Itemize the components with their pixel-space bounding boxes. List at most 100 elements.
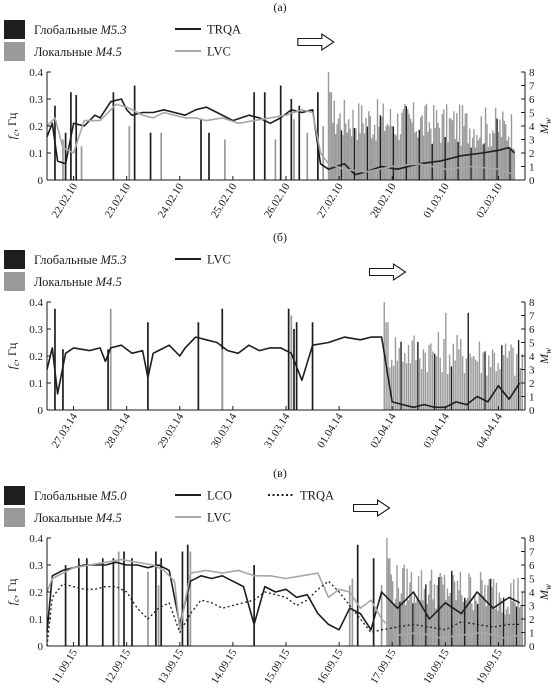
- y2-tick-label: 3: [529, 365, 535, 377]
- y-tick-label: 0.4: [29, 67, 43, 79]
- y2-axis-label-subscript: w: [543, 348, 553, 354]
- y2-tick-label: 7: [529, 81, 535, 93]
- legend-label-global: Глобальные M5.3: [34, 253, 127, 267]
- y2-tick-label: 6: [529, 94, 535, 106]
- y-axis-label-symbol: f: [5, 134, 19, 139]
- y2-axis-label-symbol: M: [537, 123, 551, 135]
- legend-label-text: Локальные: [34, 45, 96, 59]
- legend-series-label-lvc: LVC: [207, 253, 231, 267]
- legend-swatch-global: [4, 250, 25, 269]
- legend-label-text: Глобальные: [34, 253, 101, 267]
- y-tick-label: 0.4: [29, 297, 43, 309]
- legend-label-magnitude: M4.5: [95, 275, 122, 289]
- y2-axis-label: Mw: [537, 118, 553, 135]
- y2-tick-label: 7: [529, 311, 535, 323]
- legend-swatch-local: [4, 508, 25, 527]
- y-axis-label-subscript: c: [11, 598, 21, 602]
- legend-label-magnitude: M5.3: [100, 23, 127, 37]
- y2-tick-label: 0: [529, 405, 535, 417]
- y2-tick-label: 5: [529, 574, 535, 586]
- series-line-lvc: [46, 103, 515, 176]
- legend-label-text: Локальные: [34, 275, 96, 289]
- panel-label: (в): [273, 466, 287, 480]
- legend-swatch-local: [4, 272, 25, 291]
- y2-tick-label: 2: [529, 378, 535, 390]
- legend-label-local: Локальные M4.5: [34, 511, 122, 525]
- y-axis-label: fc, Гц: [5, 342, 21, 369]
- y2-axis-label-symbol: M: [537, 589, 551, 601]
- y2-tick-label: 2: [529, 614, 535, 626]
- legend-series-label-lvc: LVC: [207, 45, 231, 59]
- y-axis-label-subscript: c: [11, 132, 21, 136]
- y2-tick-label: 2: [529, 148, 535, 160]
- y2-tick-label: 3: [529, 135, 535, 147]
- y2-tick-label: 3: [529, 601, 535, 613]
- panel-label: (а): [273, 0, 286, 14]
- y-tick-label: 0: [38, 175, 44, 187]
- y-tick-label: 0.3: [29, 560, 43, 572]
- legend-series-label-lvc: LVC: [207, 511, 231, 525]
- y2-tick-label: 8: [529, 297, 535, 309]
- y2-tick-label: 7: [529, 547, 535, 559]
- y2-axis-label: Mw: [537, 348, 553, 365]
- y2-tick-label: 1: [529, 162, 535, 174]
- legend-label-magnitude: M4.5: [95, 45, 122, 59]
- legend-label-magnitude: M5.3: [100, 253, 127, 267]
- y2-tick-label: 5: [529, 108, 535, 120]
- y2-tick-label: 1: [529, 392, 535, 404]
- y2-tick-label: 8: [529, 67, 535, 79]
- y-tick-label: 0: [38, 641, 44, 653]
- y2-axis-label-symbol: M: [537, 353, 551, 365]
- legend-series-label-lco: LCO: [207, 489, 232, 503]
- legend-label-text: Глобальные: [34, 23, 101, 37]
- y-axis-label-symbol: f: [5, 600, 19, 605]
- legend-series-label-trqa: TRQA: [300, 489, 334, 503]
- y-tick-label: 0.2: [29, 587, 43, 599]
- y2-tick-label: 1: [529, 628, 535, 640]
- y2-axis-label-subscript: w: [543, 118, 553, 124]
- arrow-marker: [368, 262, 407, 282]
- y-tick-label: 0.1: [29, 148, 43, 160]
- legend-swatch-local: [4, 42, 25, 61]
- y2-tick-label: 6: [529, 560, 535, 572]
- legend-label-global: Глобальные M5.3: [34, 23, 127, 37]
- y-tick-label: 0.2: [29, 351, 43, 363]
- legend-series-label-trqa: TRQA: [207, 23, 241, 37]
- series-line-trqa: [46, 98, 515, 176]
- legend-label-local: Локальные M4.5: [34, 45, 122, 59]
- y-tick-label: 0.1: [29, 378, 43, 390]
- y2-tick-label: 4: [529, 587, 535, 599]
- y2-tick-label: 0: [529, 641, 535, 653]
- y-tick-label: 0: [38, 405, 44, 417]
- y2-tick-label: 6: [529, 324, 535, 336]
- y2-tick-label: 0: [529, 175, 535, 187]
- y2-tick-label: 5: [529, 338, 535, 350]
- y-axis-label-unit: , Гц: [5, 578, 19, 598]
- y-axis-label-unit: , Гц: [5, 342, 19, 362]
- y-axis-label-unit: , Гц: [5, 112, 19, 132]
- legend-label-text: Локальные: [34, 511, 96, 525]
- series-line-lvc: [46, 558, 520, 639]
- y2-tick-label: 4: [529, 351, 535, 363]
- legend-label-magnitude: M5.0: [100, 489, 128, 503]
- y-tick-label: 0.2: [29, 121, 43, 133]
- y2-axis-label-subscript: w: [543, 584, 553, 590]
- y2-tick-label: 4: [529, 121, 535, 133]
- y-axis-label: fc, Гц: [5, 112, 21, 139]
- y-tick-label: 0.3: [29, 324, 43, 336]
- y-tick-label: 0.4: [29, 533, 43, 545]
- y-axis-label: fc, Гц: [5, 578, 21, 605]
- legend-swatch-global: [4, 20, 25, 39]
- legend-label-text: Глобальные: [34, 489, 101, 503]
- legend-label-magnitude: M4.5: [95, 511, 122, 525]
- y-axis-label-symbol: f: [5, 364, 19, 369]
- y-axis-label-subscript: c: [11, 362, 21, 366]
- arrow-marker: [297, 32, 335, 52]
- series-line-trqa: [46, 580, 520, 647]
- series-line-lvc: [46, 336, 521, 409]
- legend-label-global: Глобальные M5.0: [34, 489, 127, 503]
- series-line-lco: [46, 561, 521, 633]
- arrow-marker: [353, 498, 391, 518]
- panel-label: (б): [273, 230, 287, 244]
